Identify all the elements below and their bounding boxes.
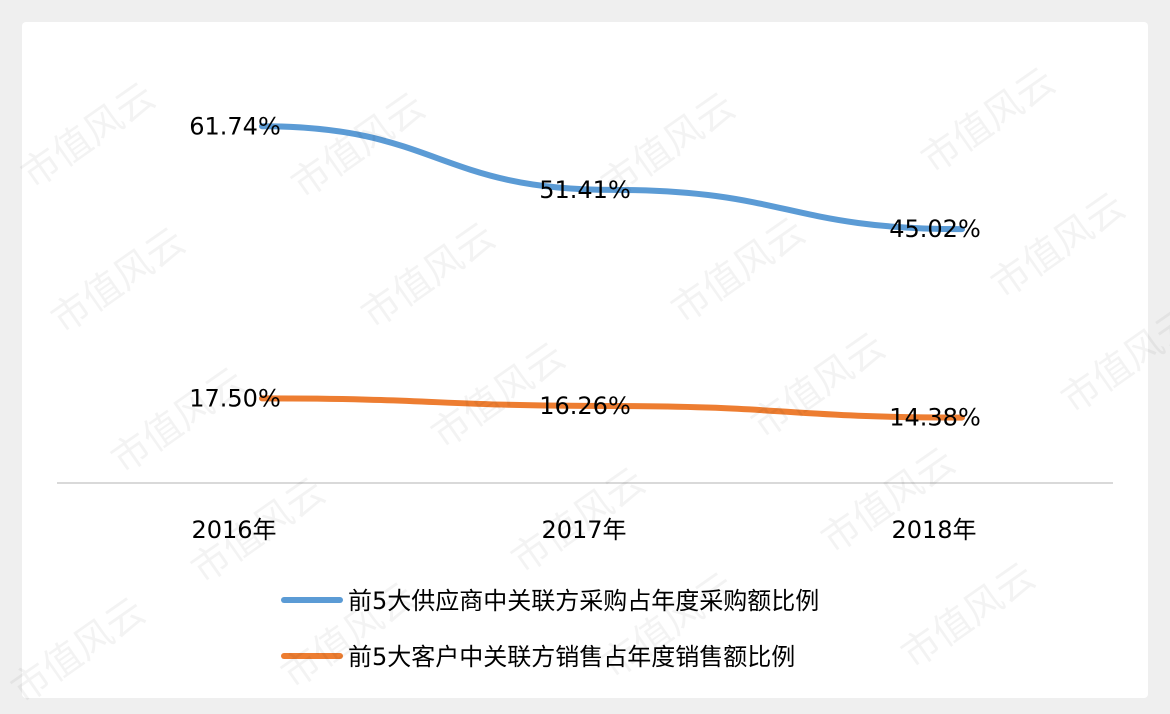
- x-tick-label: 2017年: [541, 516, 626, 544]
- data-label: 14.38%: [889, 404, 981, 432]
- legend-label-2: 前5大客户中关联方销售占年度销售额比例: [348, 643, 795, 671]
- x-tick-label: 2016年: [191, 516, 276, 544]
- data-label: 61.74%: [189, 112, 281, 140]
- data-label: 16.26%: [539, 392, 631, 420]
- chart-card: 2016年 2017年 2018年 61.74% 51.41% 45.02% 17.50% 1…: [22, 22, 1148, 698]
- data-label: 17.50%: [189, 384, 281, 412]
- x-tick-label: 2018年: [891, 516, 976, 544]
- data-label: 45.02%: [889, 215, 981, 243]
- line-chart: 2016年 2017年 2018年 61.74% 51.41% 45.02% 17.50% 1…: [57, 112, 1113, 671]
- series-line-2: [259, 395, 965, 421]
- data-label: 51.41%: [539, 176, 631, 204]
- legend-label-1: 前5大供应商中关联方采购占年度采购额比例: [348, 587, 819, 615]
- series-line-1: [259, 123, 965, 233]
